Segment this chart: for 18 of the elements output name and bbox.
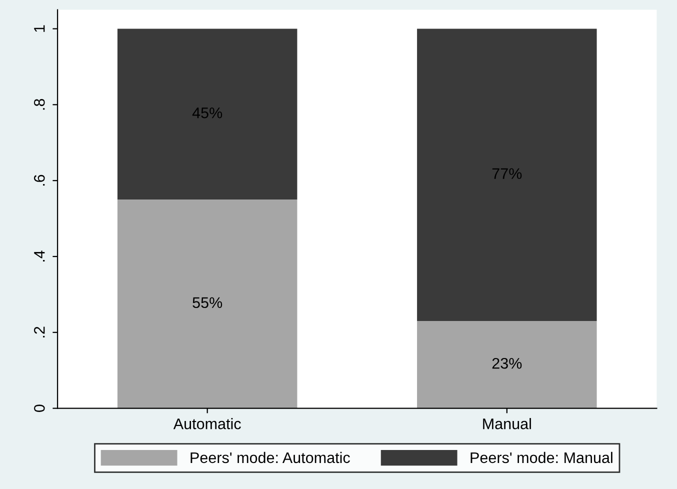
y-tick-label: .2 bbox=[34, 326, 45, 338]
legend-label: Peers' mode: Automatic bbox=[190, 452, 350, 464]
bar bbox=[417, 28, 597, 322]
y-tick-label: 0 bbox=[34, 404, 45, 412]
x-tick-label: Automatic bbox=[173, 418, 241, 430]
legend-label: Peers' mode: Manual bbox=[470, 452, 612, 464]
data-label: 77% bbox=[492, 168, 522, 179]
y-tick-label: .4 bbox=[34, 250, 45, 262]
bar bbox=[417, 321, 597, 408]
y-tick-label: .8 bbox=[34, 98, 45, 110]
bar bbox=[117, 200, 298, 408]
y-tick-label: 1 bbox=[34, 25, 45, 32]
data-label: 55% bbox=[192, 297, 222, 308]
y-tick-label: .6 bbox=[34, 174, 45, 186]
data-label: 23% bbox=[492, 358, 522, 369]
bar bbox=[117, 28, 298, 200]
data-label: 45% bbox=[192, 108, 222, 118]
x-tick-label: Manual bbox=[483, 418, 531, 430]
